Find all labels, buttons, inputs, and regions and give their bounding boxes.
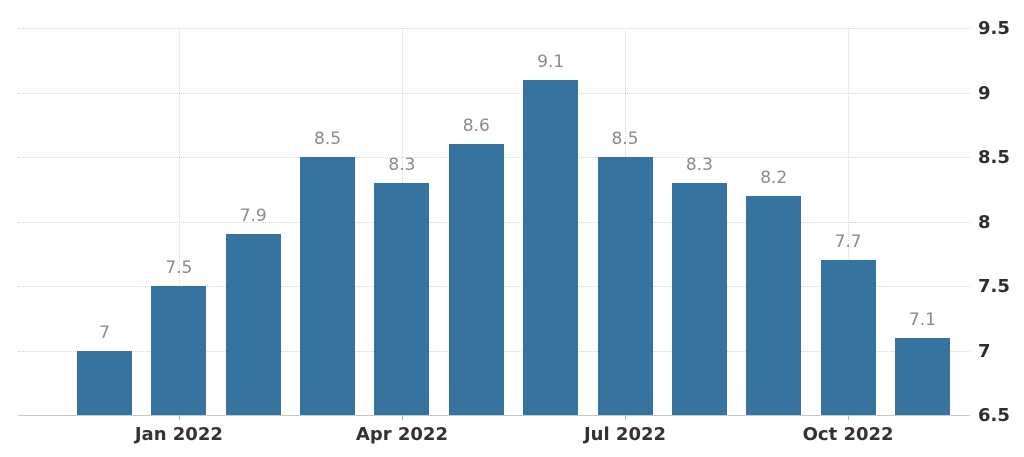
x-tick-mark (848, 415, 850, 420)
x-tick-label: Apr 2022 (355, 424, 448, 445)
bar-jul-2022[interactable] (597, 157, 653, 415)
bar-value-label: 8.5 (314, 129, 342, 149)
bar-nov-2022[interactable] (894, 337, 950, 415)
bar-jan-2022[interactable] (151, 286, 207, 415)
bar-apr-2022[interactable] (374, 182, 430, 415)
v-gridline (848, 28, 850, 415)
x-tick-mark (178, 415, 180, 420)
plot-area: Jan 2022 Apr 2022 Jul 2022 Oct 2022 7 7.5 7.9 8… (18, 28, 970, 445)
bar-feb-2022[interactable] (225, 234, 281, 415)
y-tick-label: 9.5 (978, 18, 1010, 39)
y-tick-label: 7 (978, 340, 991, 362)
x-tick-label: Oct 2022 (802, 424, 894, 445)
y-tick-label: 6.5 (978, 405, 1010, 426)
bar-may-2022[interactable] (448, 144, 504, 415)
y-tick-label: 7.5 (978, 276, 1010, 297)
x-tick-label: Jan 2022 (134, 424, 223, 445)
bar-value-label: 8.3 (388, 154, 416, 175)
bar-value-label: 8.5 (611, 129, 639, 149)
h-gridline (18, 92, 970, 94)
x-tick-mark (625, 415, 627, 420)
y-tick-label: 8 (978, 211, 991, 233)
bar-sep-2022[interactable] (746, 195, 802, 415)
bar-value-label: 7.1 (908, 309, 936, 330)
h-gridline (18, 28, 970, 29)
bar-value-label: 7.7 (834, 232, 862, 253)
bar-value-label: 7.9 (239, 206, 267, 227)
x-tick-mark (401, 415, 403, 420)
bar-value-label: 9.1 (537, 51, 565, 72)
bar-value-label: 7 (99, 322, 110, 343)
bar-value-label: 8.2 (760, 167, 788, 188)
bar-aug-2022[interactable] (671, 182, 727, 415)
bar-value-label: 8.6 (462, 116, 490, 137)
y-tick-label: 9 (978, 82, 991, 104)
y-tick-label: 8.5 (978, 147, 1010, 168)
bar-value-label: 8.3 (685, 154, 713, 175)
bar-mar-2022[interactable] (300, 157, 356, 415)
bar-dec-2021[interactable] (77, 350, 132, 415)
bar-value-label: 7.5 (165, 258, 193, 278)
v-gridline (178, 28, 180, 415)
bar-jun-2022[interactable] (523, 79, 579, 415)
bar-oct-2022[interactable] (820, 260, 876, 415)
x-axis-baseline (18, 415, 970, 416)
x-tick-label: Jul 2022 (583, 424, 667, 445)
